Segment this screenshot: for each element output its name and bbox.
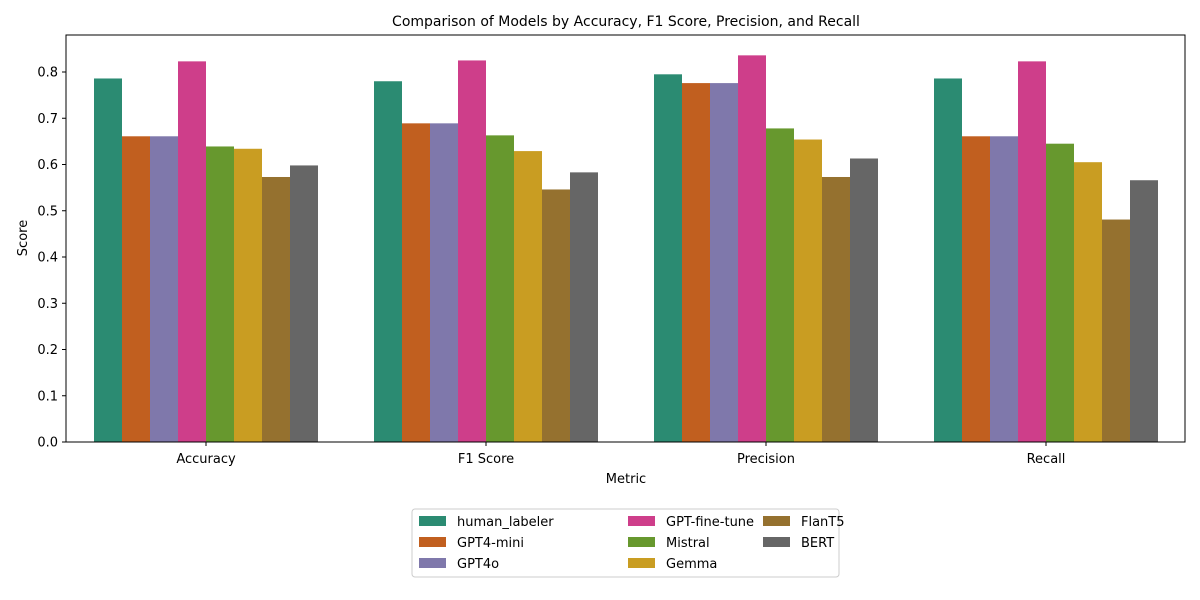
y-tick-label: 0.1 <box>37 389 58 404</box>
x-tick-label: Recall <box>1027 452 1066 467</box>
bar-human-labeler-recall <box>934 78 962 442</box>
x-tick-label: Accuracy <box>176 452 236 467</box>
legend-label-gemma: Gemma <box>666 557 717 572</box>
bar-gemma-recall <box>1074 162 1102 442</box>
legend-label-human-labeler: human_labeler <box>457 515 554 530</box>
y-tick-label: 0.6 <box>37 158 58 173</box>
y-tick-label: 0.2 <box>37 343 58 358</box>
bar-mistral-accuracy <box>206 146 234 442</box>
y-tick-label: 0.4 <box>37 251 58 266</box>
legend-swatch-gpt4-mini <box>419 537 446 547</box>
bar-gpt-fine-tune-f1-score <box>458 60 486 442</box>
bar-gpt4-mini-f1-score <box>402 123 430 442</box>
legend-frame <box>411 508 840 578</box>
bar-flant5-accuracy <box>262 176 290 443</box>
legend-label-gpt4o: GPT4o <box>457 557 499 572</box>
chart-title: Comparison of Models by Accuracy, F1 Sco… <box>392 14 860 30</box>
legend-swatch-flant5 <box>763 516 790 526</box>
y-tick-label: 0.8 <box>37 66 58 81</box>
bar-gpt4o-accuracy <box>150 136 178 443</box>
bar-gpt4o-recall <box>990 136 1018 443</box>
bar-gemma-accuracy <box>234 148 262 442</box>
bar-bert-precision <box>850 158 878 443</box>
bar-gpt-fine-tune-recall <box>1018 61 1046 443</box>
x-axis-label: Metric <box>606 472 646 487</box>
legend-swatch-human-labeler <box>419 516 446 526</box>
x-tick-label: Precision <box>737 452 795 467</box>
legend-swatch-bert <box>763 537 790 547</box>
bar-gemma-f1-score <box>514 151 542 442</box>
legend-label-bert: BERT <box>801 536 834 551</box>
bar-bert-recall <box>1130 180 1158 443</box>
legend-label-flant5: FlanT5 <box>801 515 845 530</box>
legend-label-gpt-fine-tune: GPT-fine-tune <box>666 515 754 530</box>
bar-mistral-precision <box>766 128 794 443</box>
bar-human-labeler-precision <box>654 74 682 442</box>
x-tick-label: F1 Score <box>458 452 514 467</box>
bar-mistral-recall <box>1046 143 1074 442</box>
bar-mistral-f1-score <box>486 135 514 443</box>
bar-human-labeler-f1-score <box>374 81 402 442</box>
bars-group <box>94 55 1158 443</box>
bar-gemma-precision <box>794 139 822 442</box>
bar-gpt4-mini-recall <box>962 136 990 443</box>
bar-gpt4o-precision <box>710 83 738 442</box>
bar-flant5-precision <box>822 176 850 443</box>
legend: human_labeler GPT4-mini GPT4o GPT-fine-tune… <box>411 508 845 578</box>
bar-flant5-f1-score <box>542 189 570 442</box>
bar-human-labeler-accuracy <box>94 78 122 442</box>
legend-label-mistral: Mistral <box>666 536 710 551</box>
bar-gpt-fine-tune-accuracy <box>178 61 206 443</box>
bar-gpt4-mini-accuracy <box>122 136 150 443</box>
y-axis-label: Score <box>16 220 31 256</box>
plot-frame <box>65 34 1186 443</box>
legend-label-gpt4-mini: GPT4-mini <box>457 536 524 551</box>
y-tick-label: 0.7 <box>37 112 58 127</box>
legend-swatch-gpt4o <box>419 558 446 568</box>
bar-bert-f1-score <box>570 172 598 443</box>
y-tick-label: 0.3 <box>37 297 58 312</box>
bar-flant5-recall <box>1102 219 1130 442</box>
bar-gpt4o-f1-score <box>430 123 458 442</box>
y-tick-label: 0.0 <box>37 436 58 451</box>
bar-bert-accuracy <box>290 165 318 442</box>
legend-swatch-gemma <box>628 558 655 568</box>
x-axis: Accuracy F1 Score Precision Recall <box>176 442 1065 467</box>
legend-swatch-gpt-fine-tune <box>628 516 655 526</box>
bar-gpt4-mini-precision <box>682 83 710 442</box>
bar-gpt-fine-tune-precision <box>738 55 766 442</box>
y-axis: 0.0 0.1 0.2 0.3 0.4 0.5 0.6 0.7 0.8 <box>37 66 66 451</box>
y-tick-label: 0.5 <box>37 204 58 219</box>
legend-swatch-mistral <box>628 537 655 547</box>
